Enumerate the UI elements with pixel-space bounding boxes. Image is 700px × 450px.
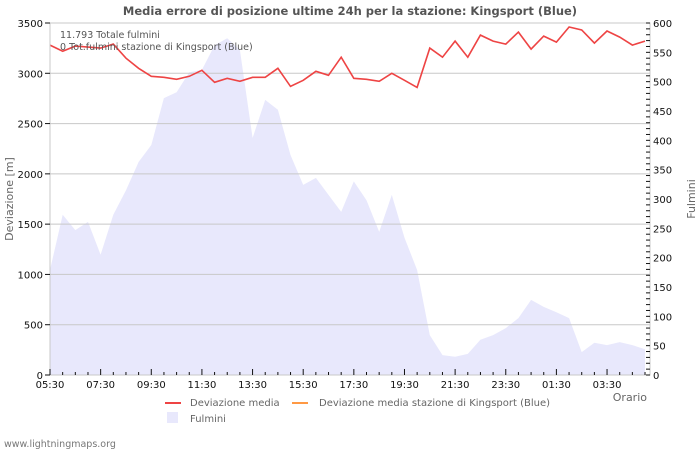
y-right-tick-label: 200 — [653, 254, 672, 265]
y-tick-label: 500 — [24, 321, 43, 332]
y-axis-label: Deviazione [m] — [3, 157, 16, 241]
x-tick-label: 21:30 — [441, 380, 470, 391]
x-tick-label: 09:30 — [137, 380, 166, 391]
y-right-tick-label: 350 — [653, 166, 672, 177]
x-tick-label: 15:30 — [289, 380, 318, 391]
x-tick-label: 13:30 — [238, 380, 267, 391]
x-tick-label: 07:30 — [86, 380, 115, 391]
y-right-tick-label: 100 — [653, 312, 672, 323]
x-tick-label: 23:30 — [491, 380, 520, 391]
y-tick-label: 0 — [37, 371, 43, 382]
x-axis-label: Orario — [613, 391, 648, 404]
y-tick-label: 1500 — [18, 220, 43, 231]
x-tick-label: 11:30 — [188, 380, 217, 391]
y-right-tick-label: 600 — [653, 19, 672, 30]
y-tick-label: 1000 — [18, 270, 43, 281]
x-axis: 05:30 07:30 09:30 11:30 13:30 15:30 17:30 19:30… — [36, 369, 646, 391]
y-tick-label: 2000 — [18, 170, 43, 181]
y-right-tick-label: 550 — [653, 48, 672, 59]
strikes-area — [50, 38, 645, 376]
legend: Deviazione media Deviazione media stazio… — [165, 398, 550, 425]
y-right-tick-label: 500 — [653, 78, 672, 89]
legend-label-deviation: Deviazione media — [190, 398, 280, 409]
y-tick-label: 3000 — [18, 69, 43, 80]
y-right-tick-label: 400 — [653, 136, 672, 147]
y-right-tick-label: 250 — [653, 224, 672, 235]
x-tick-label: 19:30 — [390, 380, 419, 391]
y-tick-label: 3500 — [18, 19, 43, 30]
y-right-tick-label: 300 — [653, 195, 672, 206]
y-right-tick-label: 0 — [653, 371, 659, 382]
legend-label-station: Deviazione media stazione di Kingsport (… — [319, 398, 550, 409]
legend-label-strikes: Fulmini — [190, 414, 226, 425]
info-station-strikes: 0 Tot.fulmini stazione di Kingsport (Blu… — [60, 42, 253, 53]
info-total-strikes: 11.793 Totale fulmini — [60, 30, 160, 41]
y-right-tick-label: 150 — [653, 283, 672, 294]
legend-swatch-strikes — [167, 412, 178, 423]
x-tick-label: 05:30 — [36, 380, 65, 391]
footer-credit: www.lightningmaps.org — [4, 439, 116, 450]
x-tick-label: 17:30 — [339, 380, 368, 391]
grid-lines — [50, 22, 650, 326]
left-axis: 0 500 1000 1500 2000 2500 3000 3500 — [18, 19, 50, 382]
y-right-tick-label: 50 — [653, 342, 666, 353]
y-right-tick-label: 450 — [653, 107, 672, 118]
x-tick-label: 03:30 — [593, 380, 622, 391]
x-tick-label: 01:30 — [542, 380, 571, 391]
strikes-area-path — [50, 38, 645, 376]
chart-title: Media errore di posizione ultime 24h per… — [123, 4, 577, 18]
right-axis: 0 50 100 150 200 250 300 350 400 450 500 550 600 — [646, 19, 672, 382]
deviation-polyline — [49, 26, 646, 89]
y-tick-label: 2500 — [18, 120, 43, 131]
deviation-line — [49, 26, 646, 89]
y-axis-right-label: Fulmini — [685, 179, 698, 219]
